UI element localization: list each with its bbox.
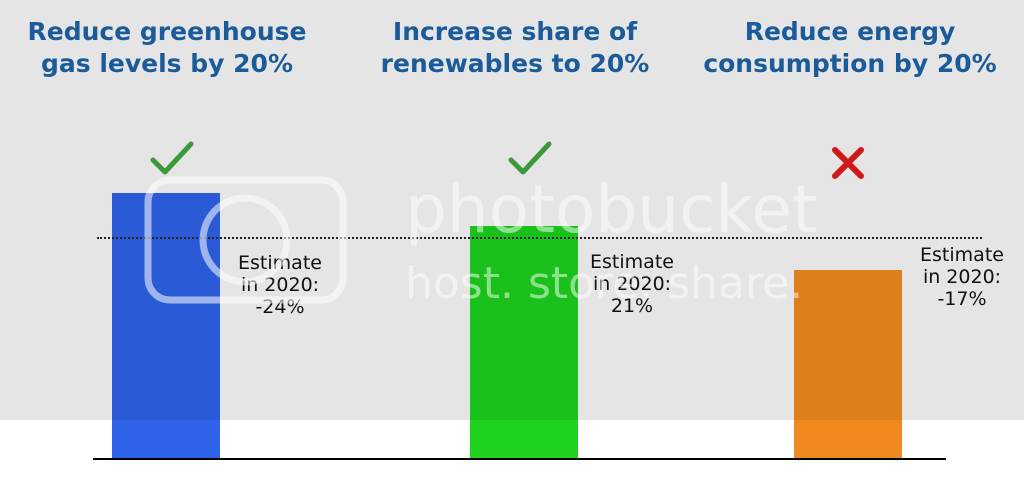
title-renewables: Increase share of renewables to 20% [345,16,685,80]
bar-shade [794,270,902,420]
bar-greenhouse [112,192,220,459]
estimate-label-energy: Estimate in 2020: -17% [897,244,1024,310]
estimate-value: -17% [937,288,987,310]
estimate-line: in 2020: [240,274,320,296]
bar-energy [794,270,902,459]
estimate-line: Estimate [920,244,1004,266]
bar-shade [112,192,220,420]
title-line: Increase share of [392,17,638,46]
title-line: renewables to 20% [380,49,650,78]
estimate-line: Estimate [238,252,322,274]
target-line [97,237,982,239]
title-line: Reduce greenhouse [27,17,307,46]
estimate-line: in 2020: [922,266,1002,288]
title-greenhouse: Reduce greenhouse gas levels by 20% [0,16,337,80]
title-line: gas levels by 20% [40,49,293,78]
bar-shade [470,225,578,420]
estimate-value: -24% [255,296,305,318]
title-line: Reduce energy [744,17,956,46]
estimate-value: 21% [610,295,654,317]
x-axis-line [93,458,946,460]
title-line: consumption by 20% [703,49,997,78]
estimate-line: in 2020: [592,273,672,295]
check-icon [150,141,194,175]
estimate-label-greenhouse: Estimate in 2020: -24% [215,252,345,318]
estimate-line: Estimate [590,251,674,273]
title-energy: Reduce energy consumption by 20% [680,16,1020,80]
estimate-label-renewables: Estimate in 2020: 21% [567,251,697,317]
check-icon [508,141,552,175]
cross-icon [832,147,864,179]
bar-renewables [470,225,578,459]
